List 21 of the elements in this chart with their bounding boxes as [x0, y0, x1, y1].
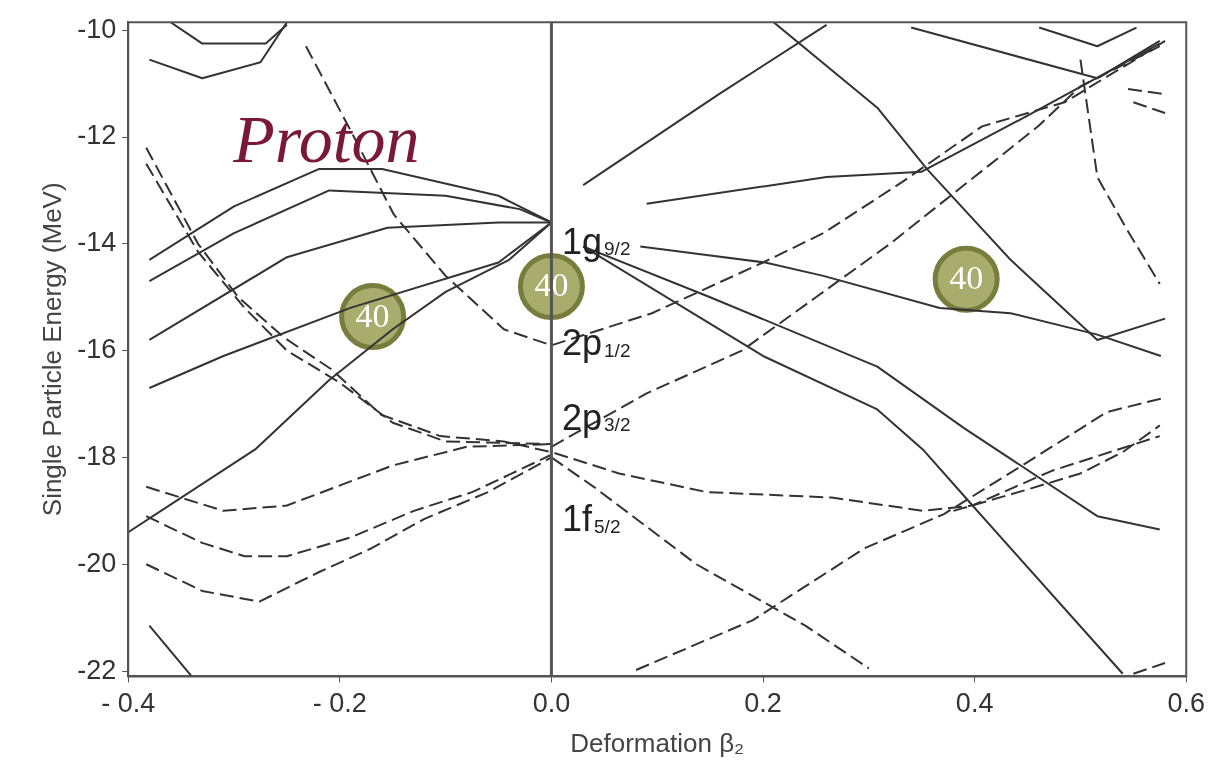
x-tick-label: - 0.2 [312, 688, 367, 719]
y-tick-label: -22 [77, 654, 117, 685]
x-tick-label: 0.2 [744, 688, 782, 719]
annotation: 40 [949, 259, 984, 297]
x-tick-label: 0.6 [1167, 688, 1206, 719]
y-tick-label: -14 [77, 227, 117, 258]
annotation: 40 [355, 296, 390, 334]
x-axis-title: Deformation β₂ [570, 727, 745, 758]
y-tick-label: -20 [77, 547, 117, 578]
y-tick-label: -18 [77, 440, 117, 471]
y-tick-label: -16 [77, 334, 117, 365]
x-tick-label: - 0.4 [101, 688, 156, 719]
x-tick-label: 0.0 [532, 688, 571, 719]
annotation: 2p1/2 [562, 322, 631, 364]
x-tick-label: 0.4 [955, 688, 994, 719]
annotation: 2p3/2 [562, 396, 631, 438]
y-axis-title: Single Particle Energy (MeV) [36, 182, 67, 517]
annotation: Proton [232, 101, 420, 178]
y-tick-label: -12 [77, 120, 117, 151]
annotation: 1f5/2 [562, 498, 621, 540]
y-tick-label: -10 [77, 13, 117, 44]
